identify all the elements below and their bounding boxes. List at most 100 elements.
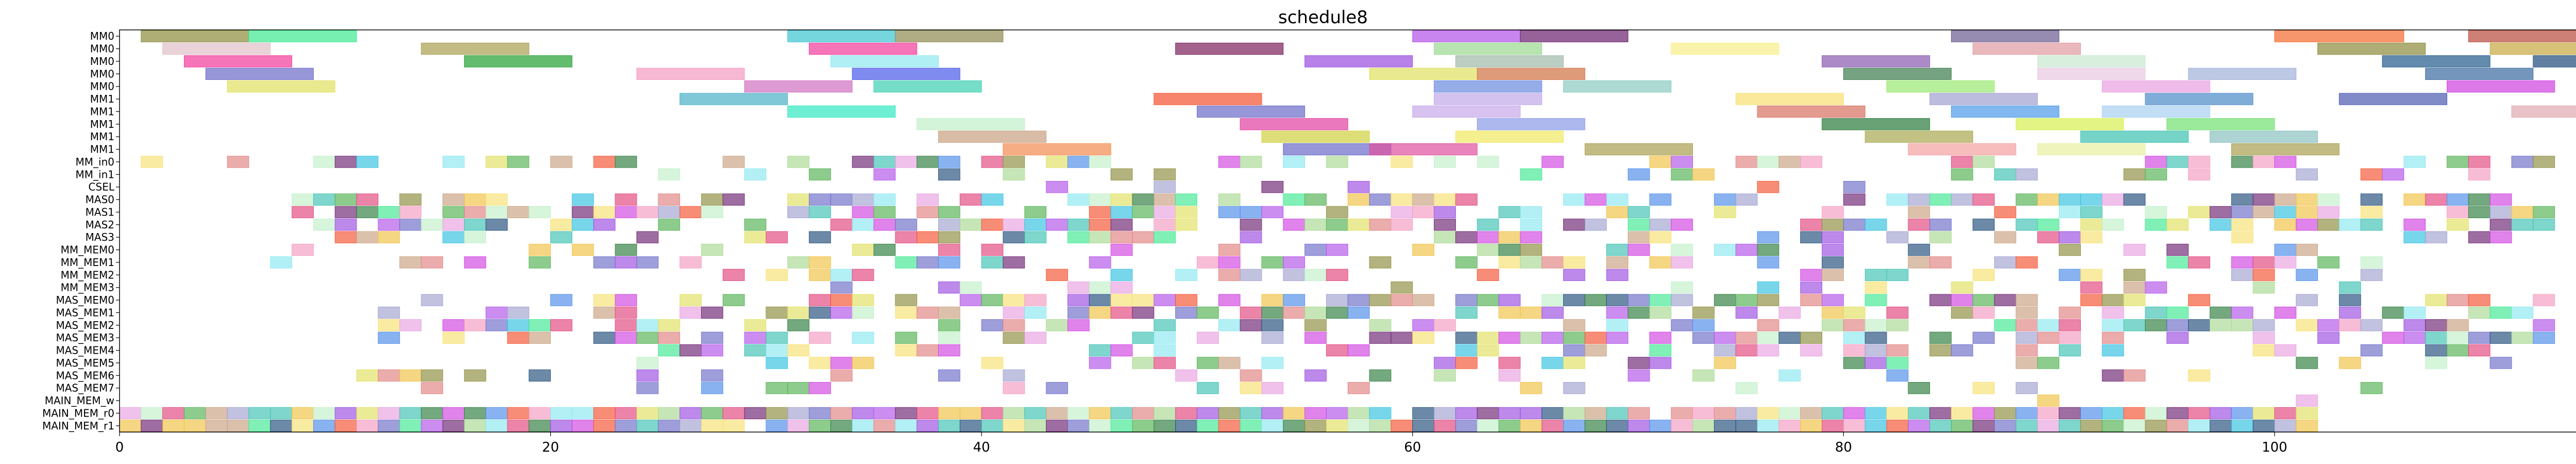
- task-block: [1196, 407, 1219, 420]
- task-block: [830, 357, 853, 369]
- task-block: [1541, 332, 1564, 344]
- task-block: [615, 306, 637, 319]
- task-block: [981, 219, 1004, 231]
- task-block: [1628, 243, 1650, 256]
- task-block: [2188, 319, 2210, 332]
- task-block: [2231, 269, 2253, 281]
- task-block: [1391, 420, 1413, 432]
- task-block: [1196, 357, 1219, 369]
- task-block: [1994, 420, 2016, 432]
- task-block: [1196, 306, 1219, 319]
- task-block: [593, 256, 616, 269]
- task-block: [1218, 156, 1241, 168]
- task-block: [464, 231, 486, 243]
- task-block: [1563, 193, 1585, 206]
- task-block: [1865, 332, 1887, 344]
- task-block: [2252, 206, 2275, 219]
- task-block: [1735, 382, 1758, 394]
- task-block: [1261, 319, 1284, 332]
- task-block: [744, 231, 767, 243]
- task-block: [334, 219, 357, 231]
- task-block: [1412, 193, 1435, 206]
- task-block: [1821, 219, 1844, 231]
- task-block: [809, 357, 831, 369]
- task-block: [507, 156, 530, 168]
- task-bar: [1520, 30, 1629, 42]
- task-block: [2533, 294, 2555, 306]
- task-block: [1498, 206, 1521, 219]
- task-block: [2188, 369, 2210, 382]
- task-block: [2015, 344, 2038, 357]
- task-block: [2425, 231, 2448, 243]
- task-block: [1865, 319, 1887, 332]
- task-block: [1304, 420, 1327, 432]
- task-block: [1843, 357, 1866, 369]
- task-block: [1218, 206, 1241, 219]
- task-block: [658, 344, 681, 357]
- task-block: [938, 369, 960, 382]
- task-block: [1089, 193, 1111, 206]
- task-block: [1391, 294, 1413, 306]
- task-block: [809, 332, 831, 344]
- task-block: [571, 219, 594, 231]
- task-block: [680, 206, 702, 219]
- task-block: [334, 420, 357, 432]
- task-block: [1843, 344, 1866, 357]
- task-block: [1714, 243, 1736, 256]
- task-block: [1908, 382, 1930, 394]
- task-block: [981, 256, 1004, 269]
- task-block: [421, 369, 443, 382]
- task-block: [1520, 168, 1543, 180]
- task-block: [2145, 306, 2167, 319]
- task-block: [680, 407, 702, 420]
- task-block: [593, 206, 616, 219]
- task-block: [1692, 168, 1715, 180]
- task-block: [1132, 231, 1155, 243]
- task-block: [2511, 156, 2534, 168]
- task-block: [1046, 407, 1068, 420]
- task-block: [2274, 306, 2297, 319]
- task-block: [2296, 294, 2318, 306]
- task-block: [959, 294, 982, 306]
- task-block: [1218, 357, 1241, 369]
- task-block: [1929, 231, 1952, 243]
- task-block: [1067, 294, 1090, 306]
- task-block: [1821, 319, 1844, 332]
- task-block: [1714, 420, 1736, 432]
- task-block: [1628, 357, 1650, 369]
- task-block: [787, 256, 810, 269]
- task-block: [1649, 231, 1672, 243]
- task-block: [356, 231, 379, 243]
- task-bar: [2231, 143, 2340, 156]
- task-block: [2059, 319, 2081, 332]
- task-block: [1347, 181, 1370, 193]
- task-block: [2102, 319, 2124, 332]
- task-bar: [2037, 55, 2146, 68]
- task-block: [1154, 206, 1176, 219]
- task-block: [1649, 357, 1672, 369]
- task-block: [2252, 256, 2275, 269]
- task-block: [2252, 269, 2275, 281]
- task-block: [334, 407, 357, 420]
- task-block: [959, 281, 982, 294]
- task-block: [1391, 332, 1413, 344]
- task-block: [507, 319, 530, 332]
- task-block: [1757, 243, 1780, 256]
- task-block: [1929, 332, 1952, 344]
- task-block: [1089, 231, 1111, 243]
- task-block: [917, 156, 939, 168]
- task-block: [1671, 256, 1693, 269]
- task-block: [852, 219, 874, 231]
- task-block: [1003, 219, 1025, 231]
- task-bar: [680, 93, 788, 105]
- task-block: [658, 420, 681, 432]
- plot-frame: [119, 29, 2576, 433]
- task-block: [1304, 306, 1327, 319]
- task-block: [2382, 332, 2404, 344]
- task-block: [378, 231, 400, 243]
- task-bar: [917, 118, 1025, 130]
- task-block: [938, 332, 960, 344]
- task-block: [1563, 420, 1585, 432]
- task-block: [399, 219, 422, 231]
- task-block: [1800, 294, 1822, 306]
